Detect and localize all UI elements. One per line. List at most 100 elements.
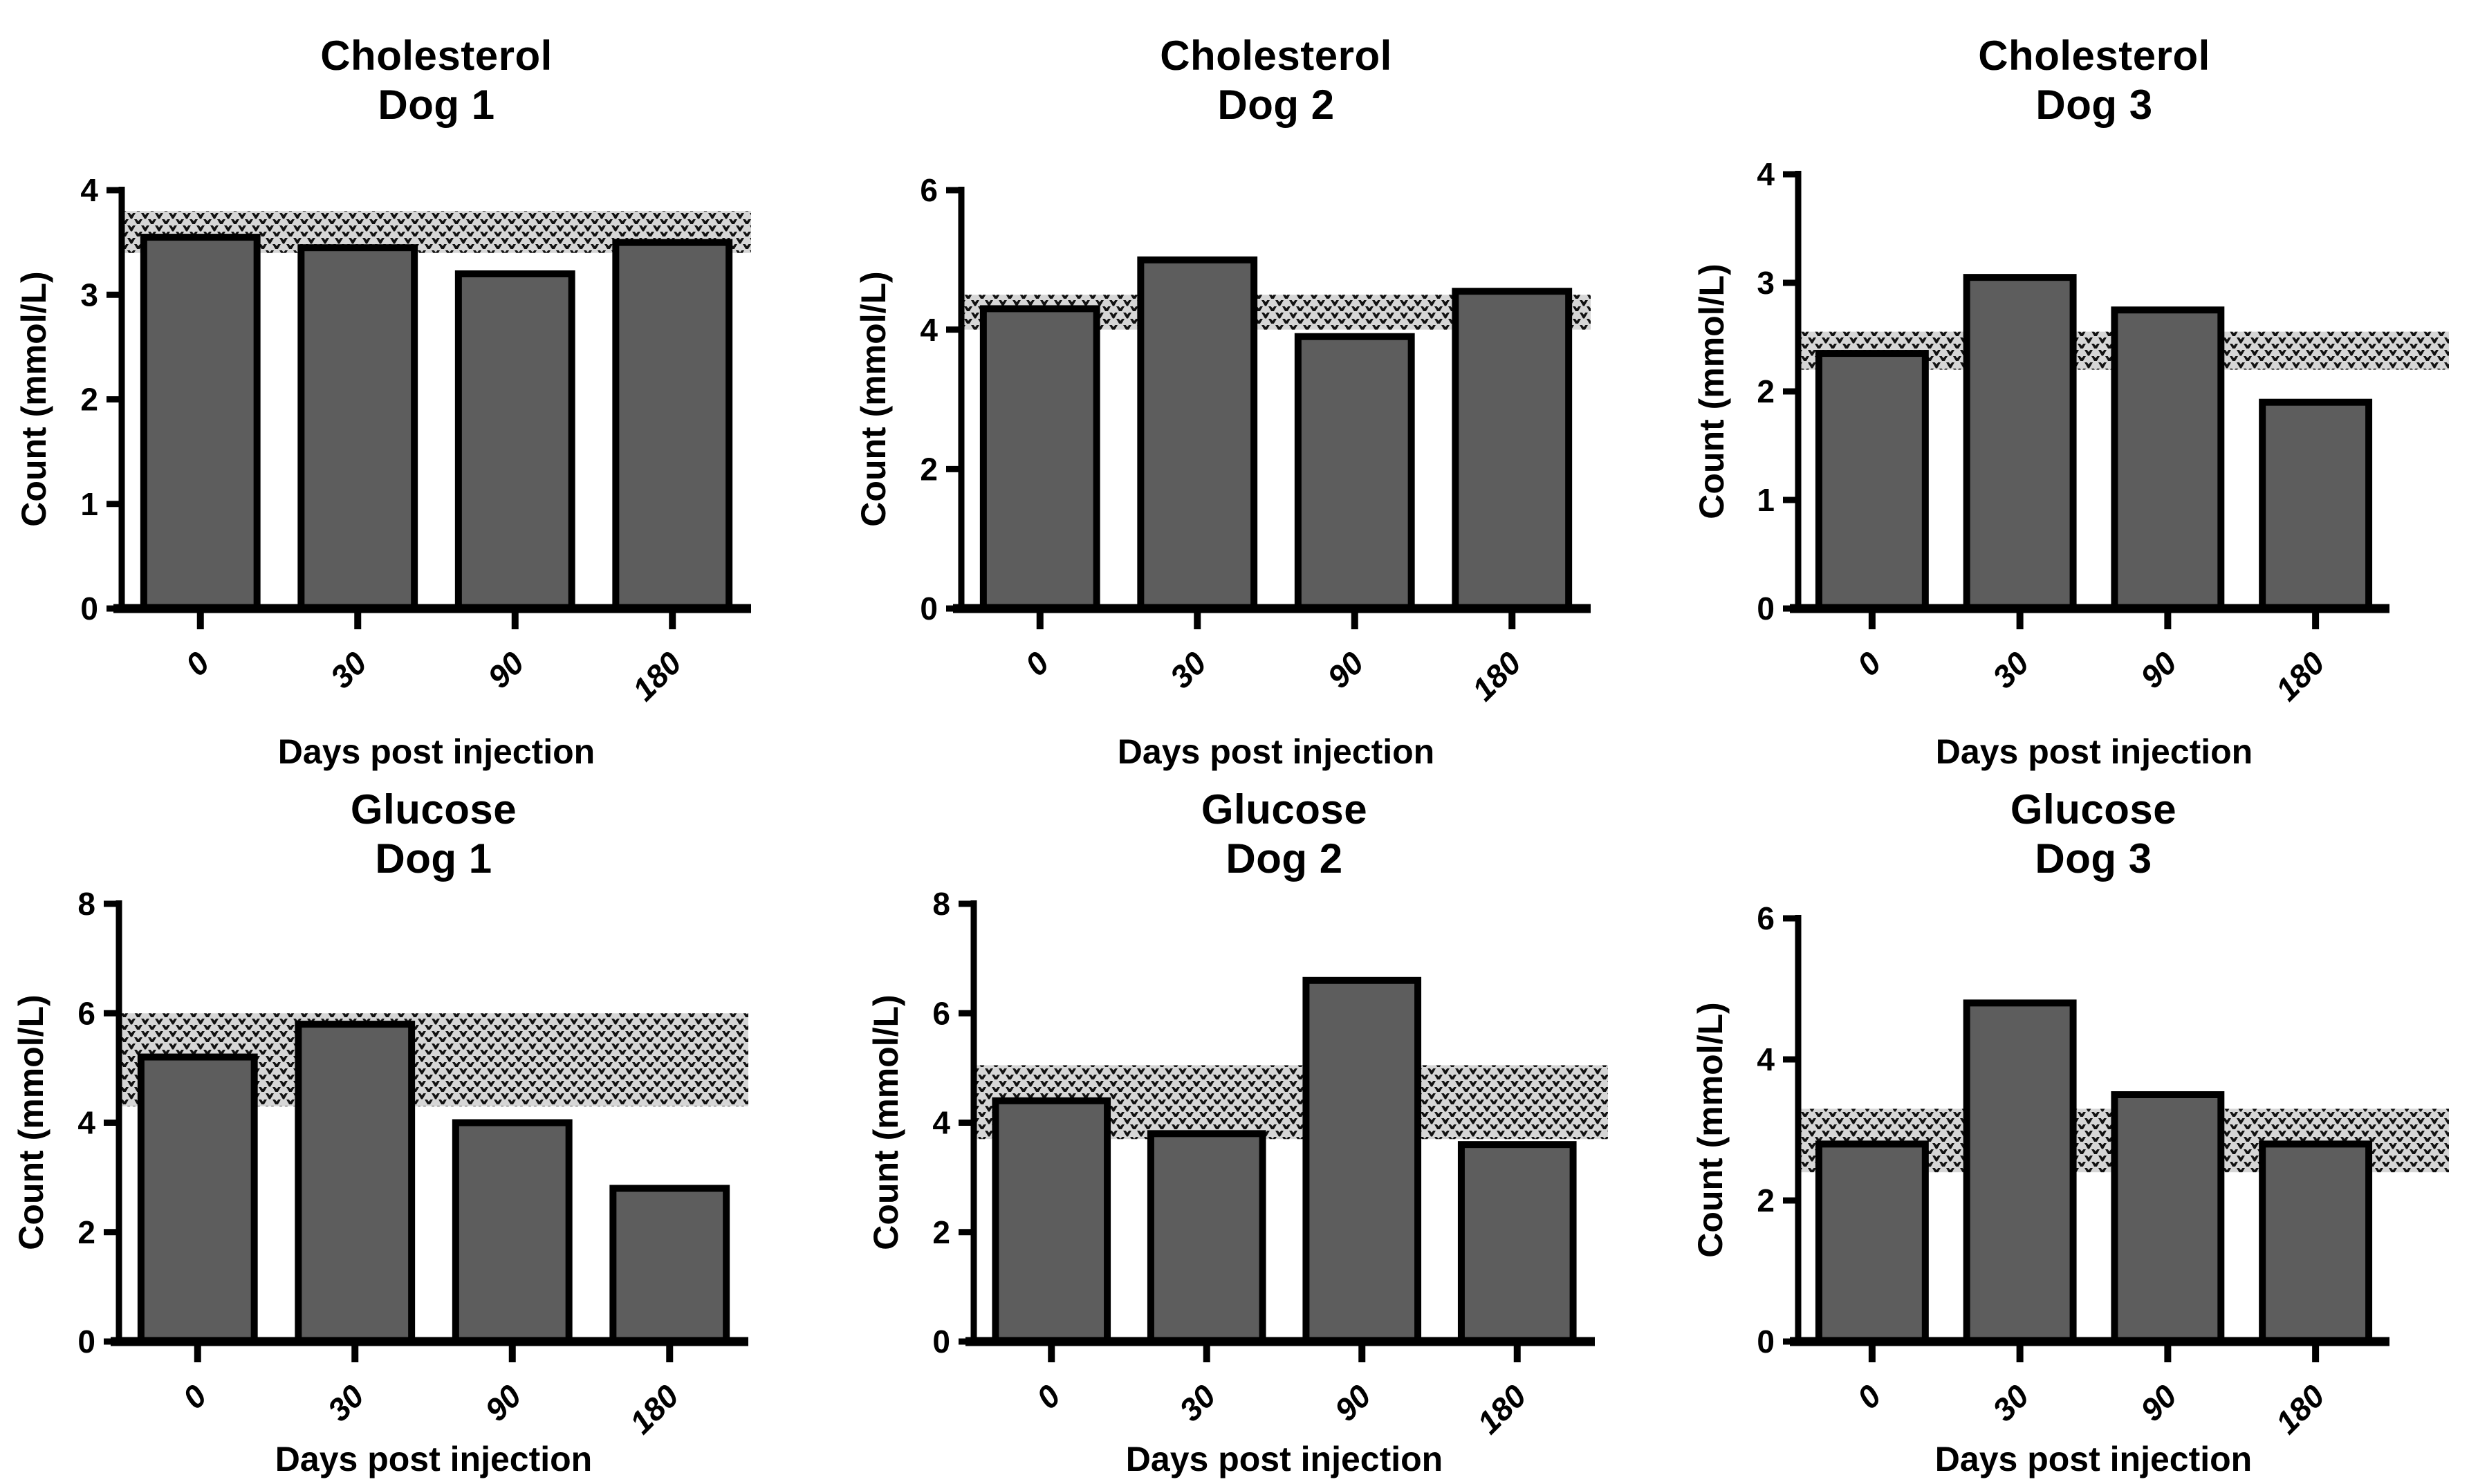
bar-day-0 — [1815, 350, 1929, 612]
y-tick-label: 1 — [80, 486, 98, 522]
y-axis-label: Count (mmol/L) — [867, 994, 905, 1250]
y-tick-label: 2 — [80, 382, 98, 418]
y-axis: 0 2 4 6 8 — [77, 886, 122, 1360]
bar-day-180 — [609, 1185, 730, 1346]
bar-plot-glucose-dog-2: 0 2 4 6 8 0 30 90 180 — [932, 886, 1608, 1440]
y-axis-label: Count (mmol/L) — [1692, 263, 1731, 519]
bar-day-180 — [1457, 1141, 1577, 1346]
chart-title: Cholesterol Dog 3 — [1852, 31, 2336, 129]
bar-day-180 — [2259, 398, 2373, 612]
bar-day-30 — [1963, 999, 2077, 1345]
chart-title-analyte: Glucose — [350, 786, 517, 833]
bar-day-90 — [2111, 306, 2225, 612]
x-tick-label: 30 — [1986, 644, 2036, 695]
x-tick-label: 30 — [1163, 644, 1213, 695]
y-tick-label: 3 — [80, 277, 98, 313]
bar-day-90 — [452, 1119, 573, 1345]
bar-day-30 — [297, 244, 418, 612]
chart-title: Glucose Dog 3 — [1851, 785, 2336, 883]
chart-cholesterol-dog-3: 0 1 2 3 4 0 30 90 180 Cholesterol Dog 3 Count (m… — [1681, 0, 2478, 771]
y-axis-label: Count (mmol/L) — [1691, 1002, 1730, 1258]
y-tick-label: 1 — [1757, 482, 1775, 518]
y-tick-label: 4 — [80, 172, 98, 208]
y-tick-label: 8 — [932, 886, 950, 922]
y-tick-label: 4 — [1757, 1041, 1775, 1077]
y-tick-label: 4 — [77, 1105, 95, 1141]
chart-title: Glucose Dog 2 — [1042, 785, 1526, 883]
y-axis: 0 2 4 6 8 — [932, 886, 977, 1360]
bars — [140, 234, 733, 612]
x-axis-label: Days post injection — [1117, 732, 1435, 771]
bars — [137, 1021, 730, 1346]
bar-plot-glucose-dog-1: 0 2 4 6 8 0 30 90 180 — [77, 886, 748, 1440]
y-tick-label: 0 — [920, 591, 938, 627]
y-tick-label: 2 — [920, 451, 938, 487]
x-tick-label: 0 — [1850, 1378, 1888, 1416]
x-axis-label: Days post injection — [275, 1440, 593, 1478]
x-tick-label: 180 — [1465, 644, 1528, 707]
x-tick-label: 0 — [1029, 1378, 1067, 1416]
bar-day-90 — [1294, 333, 1415, 612]
x-axis: 0 30 90 180 — [1790, 1337, 2389, 1440]
y-tick-label: 6 — [932, 995, 950, 1031]
y-tick-label: 0 — [77, 1324, 95, 1360]
x-tick-label: 180 — [622, 1378, 685, 1440]
bar-day-0 — [140, 234, 261, 612]
bar-day-0 — [137, 1053, 258, 1345]
chart-glucose-dog-3: 0 2 4 6 0 30 90 180 Glucose Dog 3 Count (mmol/L… — [1681, 743, 2478, 1484]
y-tick-label: 6 — [1757, 900, 1775, 936]
bar-day-90 — [454, 270, 575, 612]
chart-title-subject: Dog 2 — [1226, 835, 1343, 882]
y-tick-label: 2 — [1757, 373, 1775, 409]
x-axis-label: Days post injection — [1934, 1440, 2253, 1478]
x-axis-label: Days post injection — [1125, 1440, 1443, 1478]
bar-plot-cholesterol-dog-2: 0 2 4 6 0 30 90 180 — [920, 172, 1591, 707]
chart-title-analyte: Cholesterol — [320, 33, 553, 79]
y-axis: 0 1 2 3 4 — [1757, 156, 1802, 627]
y-tick-label: 0 — [80, 591, 98, 627]
y-axis-label: Count (mmol/L) — [12, 994, 50, 1250]
bar-day-30 — [1963, 274, 2077, 612]
x-tick-label: 0 — [1850, 644, 1888, 683]
x-axis-label: Days post injection — [1935, 732, 2253, 771]
x-tick-label: 0 — [178, 644, 216, 683]
bar-day-180 — [612, 239, 733, 612]
bar-day-90 — [2111, 1091, 2225, 1345]
chart-title-analyte: Cholesterol — [1978, 33, 2210, 79]
x-axis-label: Days post injection — [277, 732, 595, 771]
chart-glucose-dog-2: 0 2 4 6 8 0 30 90 180 Glucose Dog 2 Count (mmol/… — [802, 743, 1681, 1484]
x-tick-label: 180 — [625, 644, 688, 707]
chart-title: Cholesterol Dog 1 — [194, 31, 678, 129]
bar-day-30 — [1137, 256, 1258, 612]
x-tick-label: 90 — [478, 1378, 528, 1428]
x-tick-label: 0 — [1018, 644, 1056, 683]
y-tick-label: 2 — [1757, 1182, 1775, 1218]
x-tick-label: 180 — [1470, 1378, 1533, 1440]
y-axis-label: Count (mmol/L) — [15, 271, 53, 527]
chart-cholesterol-dog-2: 0 2 4 6 0 30 90 180 Cholesterol Dog 2 Count (mm… — [802, 0, 1681, 771]
chart-title-subject: Dog 1 — [375, 835, 492, 882]
x-tick-label: 30 — [1172, 1378, 1223, 1428]
x-axis: 0 30 90 180 — [953, 604, 1591, 707]
y-tick-label: 6 — [77, 995, 95, 1031]
chart-glucose-dog-1: 0 2 4 6 8 0 30 90 180 Glucose Dog 1 Count (mmol/… — [0, 743, 802, 1484]
bar-day-0 — [979, 305, 1100, 612]
bar-day-30 — [295, 1021, 416, 1345]
bar-day-30 — [1147, 1130, 1266, 1345]
x-axis: 0 30 90 180 — [965, 1337, 1595, 1440]
chart-cholesterol-dog-1: 0 1 2 3 4 0 30 90 180 Cholesterol Dog 1 Count (m… — [0, 0, 802, 771]
y-tick-label: 8 — [77, 886, 95, 922]
y-tick-label: 2 — [77, 1214, 95, 1250]
chart-title: Glucose Dog 1 — [192, 785, 676, 883]
chart-title: Cholesterol Dog 2 — [1034, 31, 1518, 129]
x-tick-label: 180 — [2268, 644, 2331, 707]
x-axis: 0 30 90 180 — [111, 1337, 748, 1440]
x-tick-label: 90 — [1327, 1378, 1378, 1428]
x-tick-label: 90 — [1320, 644, 1371, 695]
bar-plot-cholesterol-dog-1: 0 1 2 3 4 0 30 90 180 — [80, 172, 751, 707]
bar-plot-cholesterol-dog-3: 0 1 2 3 4 0 30 90 180 — [1757, 156, 2449, 707]
x-tick-label: 30 — [323, 644, 373, 695]
y-tick-label: 0 — [1757, 1324, 1775, 1360]
y-axis: 0 2 4 6 — [1757, 900, 1802, 1360]
y-tick-label: 2 — [932, 1214, 950, 1250]
